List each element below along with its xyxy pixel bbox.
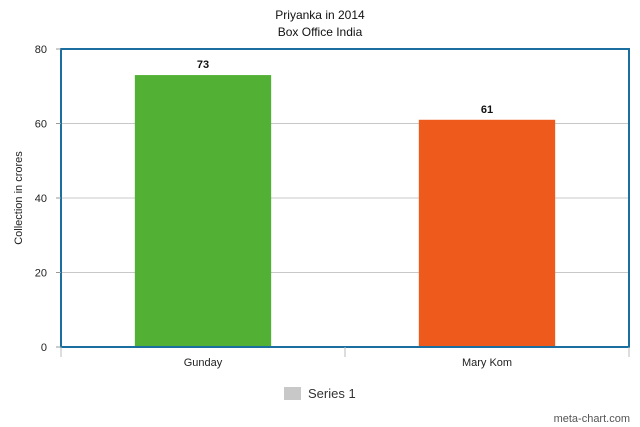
- y-axis-ticks: 0 20 40 60 80: [35, 44, 61, 354]
- y-tick-label-60: 60: [35, 119, 47, 131]
- watermark: meta-chart.com: [554, 413, 630, 425]
- y-tick-label-20: 20: [35, 268, 47, 280]
- bar-mary-kom: [418, 119, 556, 348]
- y-tick-label-80: 80: [35, 44, 47, 56]
- y-tick-label-0: 0: [41, 342, 47, 354]
- data-labels: 73 61: [197, 59, 493, 116]
- y-tick-label-40: 40: [35, 193, 47, 205]
- chart-subtitle: Box Office India: [278, 25, 363, 39]
- bars: [134, 75, 556, 348]
- legend-label-series-1: Series 1: [308, 386, 356, 401]
- chart-title: Priyanka in 2014: [275, 8, 365, 22]
- bar-gunday: [134, 75, 272, 347]
- x-tick-label-mary-kom: Mary Kom: [462, 357, 512, 369]
- data-label-mary-kom: 61: [481, 104, 493, 116]
- x-axis-ticks: Gunday Mary Kom: [60, 347, 630, 369]
- data-label-gunday: 73: [197, 59, 209, 71]
- legend[interactable]: Series 1: [284, 386, 356, 401]
- x-tick-label-gunday: Gunday: [184, 357, 223, 369]
- y-axis-label: Collection in crores: [13, 151, 25, 245]
- legend-swatch: [284, 387, 301, 400]
